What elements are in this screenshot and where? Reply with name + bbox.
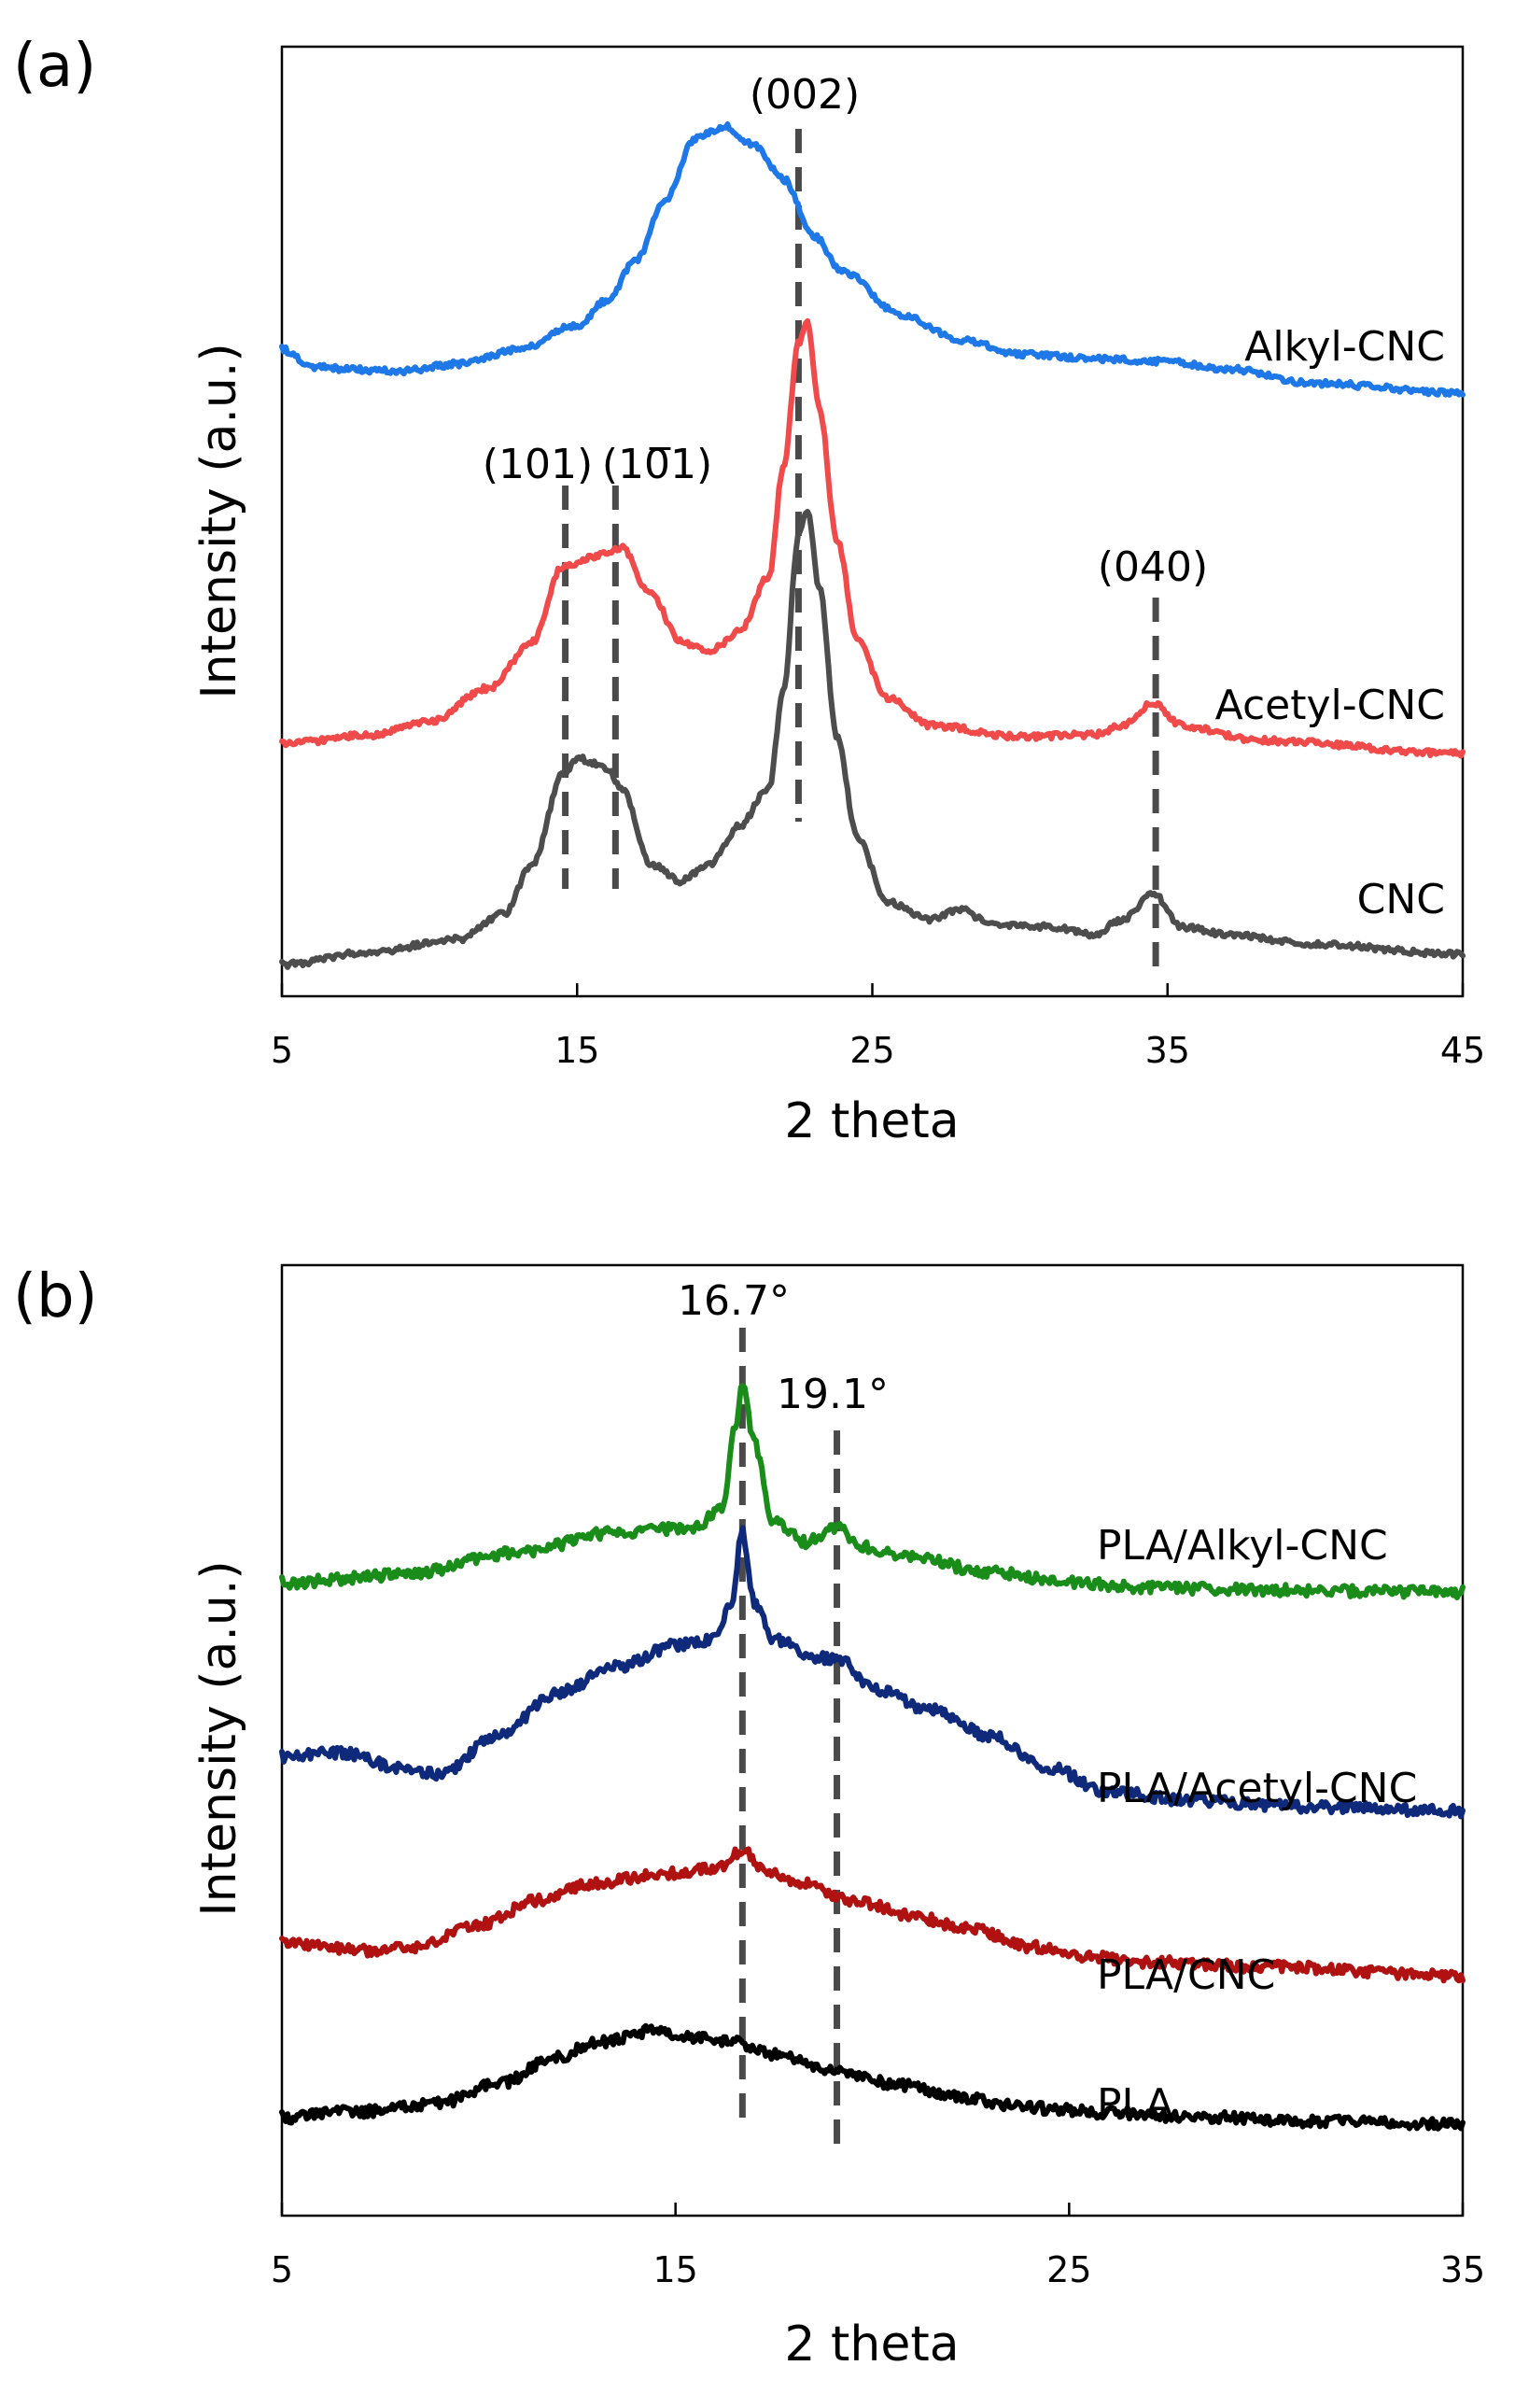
annotation-002: (002) <box>750 71 860 119</box>
panel-b-plot-frame <box>280 1263 1465 2218</box>
panel-a: (a) 5 15 25 35 45 (101) (10̅1) (002) (040) A… <box>13 32 1485 1149</box>
panel-a-x-ticks: 5 15 25 35 45 <box>271 983 1485 1071</box>
series-line-pla <box>279 2022 1466 2132</box>
x-tick-label: 15 <box>554 1030 599 1071</box>
series-label-cnc: CNC <box>1357 876 1445 923</box>
panel-a-reference-lines <box>562 129 1159 966</box>
panel-b-curves <box>279 1383 1466 2132</box>
x-tick-label: 5 <box>271 2249 293 2290</box>
x-tick-label: 45 <box>1440 1030 1485 1071</box>
x-tick-label: 35 <box>1440 2249 1485 2290</box>
series-line-acetyl-cnc <box>279 317 1466 759</box>
annotation-10-1: (10̅1) <box>602 441 712 488</box>
x-tick-label: 25 <box>1046 2249 1091 2290</box>
annotation-19-1: 19.1° <box>777 1371 889 1418</box>
panel-b: (b) 5 15 25 35 16.7° 19.1° PLA/Alkyl-CNC PL… <box>13 1262 1485 2373</box>
series-label-pla-acetyl-cnc: PLA/Acetyl-CNC <box>1097 1765 1417 1812</box>
series-line-pla-acetyl-cnc <box>279 1525 1466 1820</box>
series-label-pla: PLA <box>1097 2080 1173 2128</box>
series-line-cnc <box>279 509 1466 970</box>
annotation-16-7: 16.7° <box>678 1277 790 1325</box>
panel-a-y-axis-title: Intensity (a.u.) <box>191 343 247 698</box>
annotation-040: (040) <box>1098 543 1208 591</box>
series-line-pla-cnc <box>279 1846 1466 1984</box>
panel-b-y-axis-title: Intensity (a.u.) <box>191 1560 247 1916</box>
annotation-101: (101) <box>483 441 593 488</box>
panel-b-x-ticks: 5 15 25 35 <box>271 2203 1485 2290</box>
series-line-alkyl-cnc <box>279 121 1466 398</box>
panel-a-plot-frame <box>280 45 1465 998</box>
x-tick-label: 5 <box>271 1030 293 1071</box>
panel-b-x-axis-title: 2 theta <box>784 2316 959 2373</box>
series-label-pla-cnc: PLA/CNC <box>1097 1951 1275 1999</box>
panel-b-label: (b) <box>13 1262 98 1331</box>
series-label-alkyl-cnc: Alkyl-CNC <box>1244 323 1445 371</box>
series-label-acetyl-cnc: Acetyl-CNC <box>1215 682 1445 729</box>
series-label-pla-alkyl-cnc: PLA/Alkyl-CNC <box>1097 1522 1388 1570</box>
panel-a-curves <box>279 121 1466 970</box>
series-line-pla-alkyl-cnc <box>279 1383 1466 1600</box>
x-tick-label: 25 <box>849 1030 894 1071</box>
panel-a-label: (a) <box>13 32 96 101</box>
panel-a-x-axis-title: 2 theta <box>784 1093 959 1149</box>
x-tick-label: 35 <box>1145 1030 1190 1071</box>
x-tick-label: 15 <box>652 2249 697 2290</box>
panel-b-reference-lines <box>738 1328 841 2150</box>
